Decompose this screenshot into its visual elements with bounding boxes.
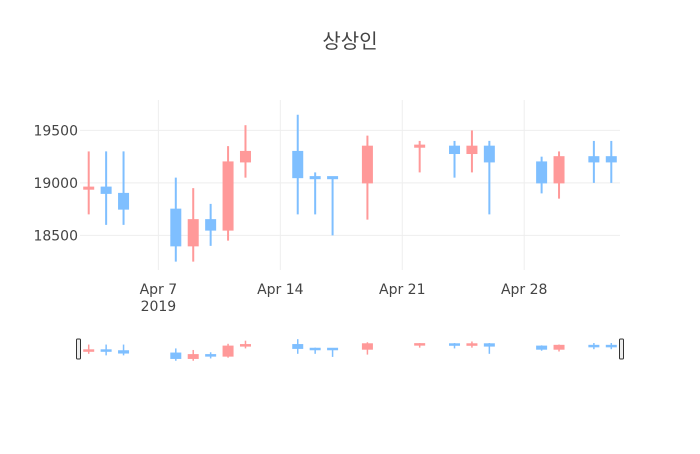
candle-mini[interactable] <box>414 343 426 348</box>
candle[interactable] <box>536 156 548 194</box>
gridlines <box>80 100 620 270</box>
candle[interactable] <box>588 140 600 183</box>
candle[interactable] <box>309 172 321 215</box>
candle-mini[interactable] <box>466 341 478 348</box>
candle[interactable] <box>83 151 95 215</box>
candle-mini[interactable] <box>605 343 617 350</box>
candle[interactable] <box>466 130 478 173</box>
candle[interactable] <box>118 151 130 225</box>
candle[interactable] <box>187 188 199 262</box>
candle-mini[interactable] <box>483 343 495 354</box>
y-tick-label: 19500 <box>33 123 78 139</box>
x-tick-label: Apr 21 <box>379 282 425 298</box>
candle[interactable] <box>170 177 182 262</box>
candle-mini[interactable] <box>239 340 251 349</box>
candle-mini[interactable] <box>361 342 373 355</box>
x-tick-label: Apr 28 <box>501 282 547 298</box>
candle[interactable] <box>483 140 495 215</box>
range-slider-left-handle[interactable] <box>76 338 81 360</box>
candle[interactable] <box>292 114 304 215</box>
candle[interactable] <box>327 176 339 236</box>
x-tick-year-label: 2019 <box>141 299 177 315</box>
candle[interactable] <box>414 140 426 173</box>
candle-mini[interactable] <box>205 352 217 359</box>
candle-mini[interactable] <box>553 344 565 352</box>
candle[interactable] <box>222 146 234 241</box>
candle-mini[interactable] <box>170 348 182 361</box>
candle[interactable] <box>239 125 251 178</box>
x-tick-label: Apr 14 <box>257 282 304 298</box>
candle-mini[interactable] <box>118 344 130 356</box>
candle-mini[interactable] <box>309 347 321 354</box>
plot-area[interactable] <box>83 114 617 262</box>
candle-mini[interactable] <box>222 343 234 358</box>
candle[interactable] <box>553 151 565 199</box>
candle-mini[interactable] <box>327 347 339 357</box>
y-tick-label: 19000 <box>33 176 78 192</box>
candle-mini[interactable] <box>536 345 548 351</box>
y-tick-label: 18500 <box>33 228 78 244</box>
candle-mini[interactable] <box>187 349 199 361</box>
candle-mini[interactable] <box>588 343 600 350</box>
candle-mini[interactable] <box>449 343 461 349</box>
candle-mini[interactable] <box>292 339 304 354</box>
range-slider[interactable] <box>76 338 624 361</box>
chart-title: 상상인 <box>322 29 377 53</box>
y-axis: 18500 19000 19500 <box>33 123 78 244</box>
x-tick-label: Apr 7 <box>140 282 178 298</box>
candle[interactable] <box>449 140 461 178</box>
candle[interactable] <box>605 140 617 183</box>
candle[interactable] <box>361 135 373 220</box>
candle[interactable] <box>100 151 112 225</box>
candle-mini[interactable] <box>100 344 112 356</box>
range-slider-right-handle[interactable] <box>619 338 624 360</box>
candle-mini[interactable] <box>83 344 95 354</box>
candle[interactable] <box>205 203 217 246</box>
